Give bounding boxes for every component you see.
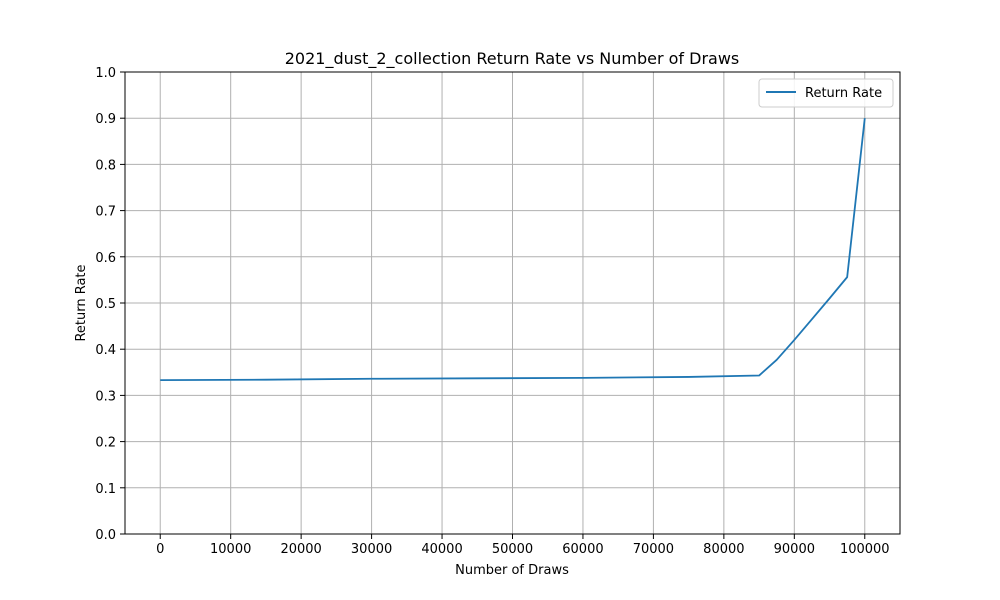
y-tick-label: 0.6 — [95, 251, 116, 266]
legend-label-return-rate: Return Rate — [805, 86, 882, 101]
x-tick-label: 60000 — [562, 542, 603, 557]
x-tick-label: 0 — [156, 542, 164, 557]
y-tick-label: 0.2 — [95, 436, 116, 451]
y-tick-label: 0.1 — [95, 482, 116, 497]
y-tick-label: 0.9 — [95, 112, 116, 127]
x-tick-label: 50000 — [492, 542, 533, 557]
y-tick-label: 0.8 — [95, 158, 116, 173]
series-group — [160, 118, 866, 382]
x-tick-label: 30000 — [351, 542, 392, 557]
grid-lines — [125, 71, 900, 535]
x-tick-label: 70000 — [633, 542, 674, 557]
x-axis-label: Number of Draws — [455, 563, 569, 578]
y-tick-label: 0.0 — [95, 528, 116, 543]
x-tick-label: 90000 — [774, 542, 815, 557]
y-axis-label: Return Rate — [74, 264, 89, 341]
series-line-return-rate — [160, 118, 866, 382]
x-tick-label: 100000 — [840, 542, 890, 557]
legend-box — [758, 78, 894, 108]
x-tick-label: 10000 — [210, 542, 251, 557]
x-axis-ticks: 0 10000 20000 30000 40000 50000 60000 70000 8000… — [156, 534, 890, 557]
x-tick-label: 40000 — [421, 542, 462, 557]
y-axis-ticks: 0.0 0.1 0.2 0.3 0.4 0.5 0.6 0.7 0.8 0.9 1.0 — [95, 66, 125, 543]
y-tick-label: 0.7 — [95, 205, 116, 220]
x-tick-label: 20000 — [280, 542, 321, 557]
y-tick-label: 1.0 — [95, 66, 116, 81]
chart-title: 2021_dust_2_collection Return Rate vs Nu… — [285, 49, 740, 69]
y-tick-label: 0.4 — [95, 343, 116, 358]
x-tick-label: 80000 — [703, 542, 744, 557]
legend: Return Rate — [758, 78, 894, 108]
y-tick-label: 0.5 — [95, 297, 116, 312]
plot-frame — [124, 71, 901, 535]
y-tick-label: 0.3 — [95, 389, 116, 404]
